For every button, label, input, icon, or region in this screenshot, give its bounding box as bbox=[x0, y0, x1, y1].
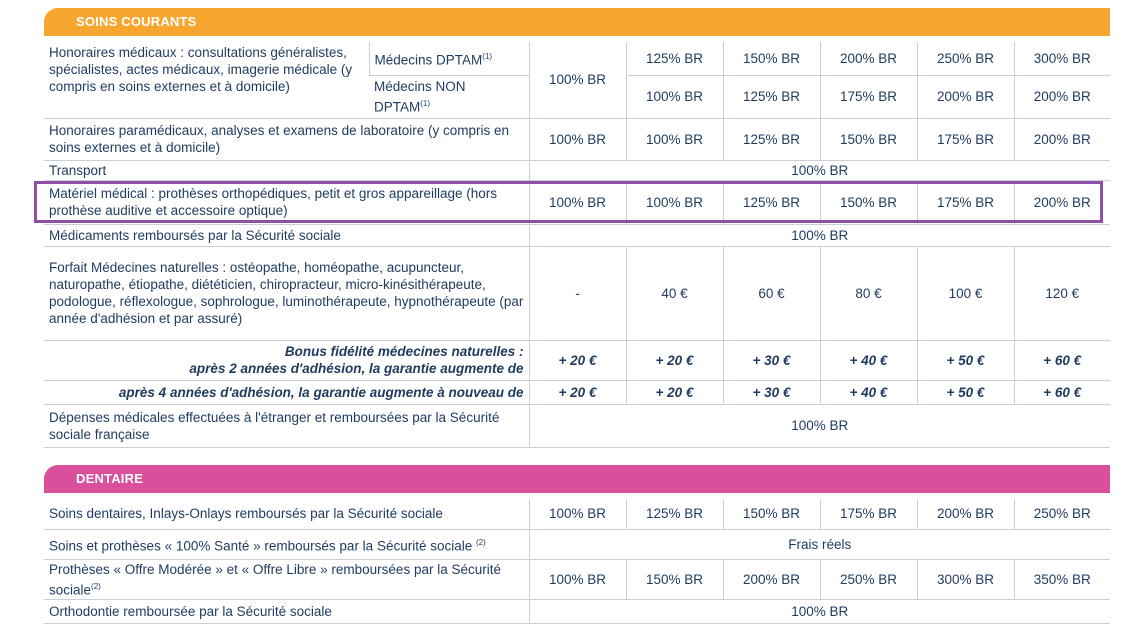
value-cell: 175% BR bbox=[916, 180, 1014, 225]
value-cell: 120 € bbox=[1013, 246, 1110, 341]
value-cell: 150% BR bbox=[625, 559, 723, 600]
value-cell: + 20 € bbox=[528, 340, 626, 381]
value-cell: 100% BR bbox=[625, 180, 723, 225]
table-row: Forfait Médecines naturelles : ostéopath… bbox=[44, 246, 1110, 341]
value-cell: + 60 € bbox=[1013, 380, 1110, 405]
row-label-100-sante: Soins et prothèses « 100% Santé » rembou… bbox=[44, 529, 529, 560]
value-cell: + 60 € bbox=[1013, 340, 1110, 381]
value-cell: 100% BR bbox=[528, 404, 1110, 448]
table-row: après 4 années d'adhésion, la garantie a… bbox=[44, 380, 1110, 405]
row-label-transport: Transport bbox=[44, 160, 529, 181]
row-label-materiel-medical: Matériel médical : prothèses orthopédiqu… bbox=[44, 180, 529, 225]
value-cell: 100% BR bbox=[528, 599, 1110, 624]
value-cell: 200% BR bbox=[1013, 180, 1110, 225]
value-cell: 250% BR bbox=[1013, 499, 1110, 530]
row-label-orthodontie: Orthodontie remboursée par la Sécurité s… bbox=[44, 599, 529, 624]
row-label-soins-dentaires: Soins dentaires, Inlays-Onlays remboursé… bbox=[44, 499, 529, 530]
section-header-dentaire: DENTAIRE bbox=[44, 465, 1110, 493]
row-label-protheses: Prothèses « Offre Modérée » et « Offre L… bbox=[44, 559, 529, 600]
value-cell: 200% BR bbox=[722, 559, 820, 600]
value-cell: 300% BR bbox=[1013, 42, 1110, 76]
value-cell: 60 € bbox=[722, 246, 820, 341]
value-cell: 200% BR bbox=[1013, 75, 1110, 119]
value-cell: 100% BR bbox=[528, 160, 1110, 181]
value-cell: Frais réels bbox=[528, 529, 1110, 560]
row-label-depenses-etranger: Dépenses médicales effectuées à l'étrang… bbox=[44, 404, 529, 448]
value-cell: 175% BR bbox=[819, 499, 917, 530]
table-row: Matériel médical : prothèses orthopédiqu… bbox=[44, 180, 1110, 225]
value-cell: 175% BR bbox=[916, 118, 1014, 161]
value-cell: 250% BR bbox=[819, 559, 917, 600]
row-label-honoraires-medicaux: Honoraires médicaux : consultations géné… bbox=[44, 42, 369, 119]
value-cell: 125% BR bbox=[722, 118, 820, 161]
value-cell: 100% BR bbox=[528, 42, 626, 119]
value-cell: 350% BR bbox=[1013, 559, 1110, 600]
value-cell: 100% BR bbox=[528, 499, 626, 530]
value-cell: + 40 € bbox=[819, 340, 917, 381]
value-cell: 125% BR bbox=[722, 180, 820, 225]
sub-label-non-dptam: Médecins NON DPTAM(1) bbox=[369, 75, 529, 119]
table-row: Dépenses médicales effectuées à l'étrang… bbox=[44, 404, 1110, 448]
value-cell: + 30 € bbox=[722, 340, 820, 381]
table-row: Médecins NON DPTAM(1) 100% BR 125% BR 17… bbox=[44, 75, 1110, 119]
value-cell: 100 € bbox=[916, 246, 1014, 341]
value-cell: 100% BR bbox=[528, 559, 626, 600]
row-label-forfait-medecines-naturelles: Forfait Médecines naturelles : ostéopath… bbox=[44, 246, 529, 341]
dentaire-table: Soins dentaires, Inlays-Onlays remboursé… bbox=[44, 499, 1110, 624]
value-cell: + 50 € bbox=[916, 380, 1014, 405]
row-label-medicaments: Médicaments remboursés par la Sécurité s… bbox=[44, 224, 529, 247]
table-row: Soins dentaires, Inlays-Onlays remboursé… bbox=[44, 499, 1110, 530]
table-row: Honoraires médicaux : consultations géné… bbox=[44, 42, 1110, 119]
value-cell: 250% BR bbox=[916, 42, 1014, 76]
value-cell: 150% BR bbox=[819, 180, 917, 225]
sub-label-dptam: Médecins DPTAM(1) bbox=[368, 42, 529, 76]
value-cell: 125% BR bbox=[625, 42, 723, 76]
value-cell: 100% BR bbox=[625, 75, 723, 119]
table-row: Soins et prothèses « 100% Santé » rembou… bbox=[44, 529, 1110, 560]
value-cell: 100% BR bbox=[528, 180, 626, 225]
value-cell: + 50 € bbox=[916, 340, 1014, 381]
value-cell: 300% BR bbox=[916, 559, 1014, 600]
table-row: Prothèses « Offre Modérée » et « Offre L… bbox=[44, 559, 1110, 600]
table-row: Transport 100% BR bbox=[44, 160, 1110, 181]
table-row: Orthodontie remboursée par la Sécurité s… bbox=[44, 599, 1110, 624]
soins-courants-table: Honoraires médicaux : consultations géné… bbox=[44, 42, 1110, 448]
table-row: Bonus fidélité médecines naturelles : apr… bbox=[44, 340, 1110, 381]
row-label-bonus-4-ans: après 4 années d'adhésion, la garantie a… bbox=[44, 380, 529, 405]
value-cell: 40 € bbox=[625, 246, 723, 341]
value-cell: 100% BR bbox=[528, 224, 1110, 247]
value-cell: 200% BR bbox=[1013, 118, 1110, 161]
table-row: Médicaments remboursés par la Sécurité s… bbox=[44, 224, 1110, 247]
value-cell: 175% BR bbox=[819, 75, 917, 119]
row-label-bonus-2-ans: Bonus fidélité médecines naturelles : apr… bbox=[44, 340, 529, 381]
value-cell: 125% BR bbox=[722, 75, 820, 119]
value-cell: 150% BR bbox=[722, 42, 820, 76]
value-cell: 150% BR bbox=[819, 118, 917, 161]
value-cell: + 30 € bbox=[722, 380, 820, 405]
row-label-paramedicaux: Honoraires paramédicaux, analyses et exa… bbox=[44, 118, 529, 161]
value-cell: 200% BR bbox=[916, 499, 1014, 530]
value-cell: + 20 € bbox=[625, 340, 723, 381]
value-cell: 200% BR bbox=[916, 75, 1014, 119]
value-cell: 80 € bbox=[819, 246, 917, 341]
value-cell: + 40 € bbox=[819, 380, 917, 405]
table-row: Honoraires paramédicaux, analyses et exa… bbox=[44, 118, 1110, 161]
value-cell: 150% BR bbox=[722, 499, 820, 530]
section-header-soins-courants: SOINS COURANTS bbox=[44, 8, 1110, 36]
value-cell: 100% BR bbox=[625, 118, 723, 161]
value-cell: - bbox=[528, 246, 626, 341]
value-cell: + 20 € bbox=[625, 380, 723, 405]
value-cell: 125% BR bbox=[625, 499, 723, 530]
value-cell: 100% BR bbox=[528, 118, 626, 161]
value-cell: 200% BR bbox=[819, 42, 917, 76]
value-cell: + 20 € bbox=[528, 380, 626, 405]
